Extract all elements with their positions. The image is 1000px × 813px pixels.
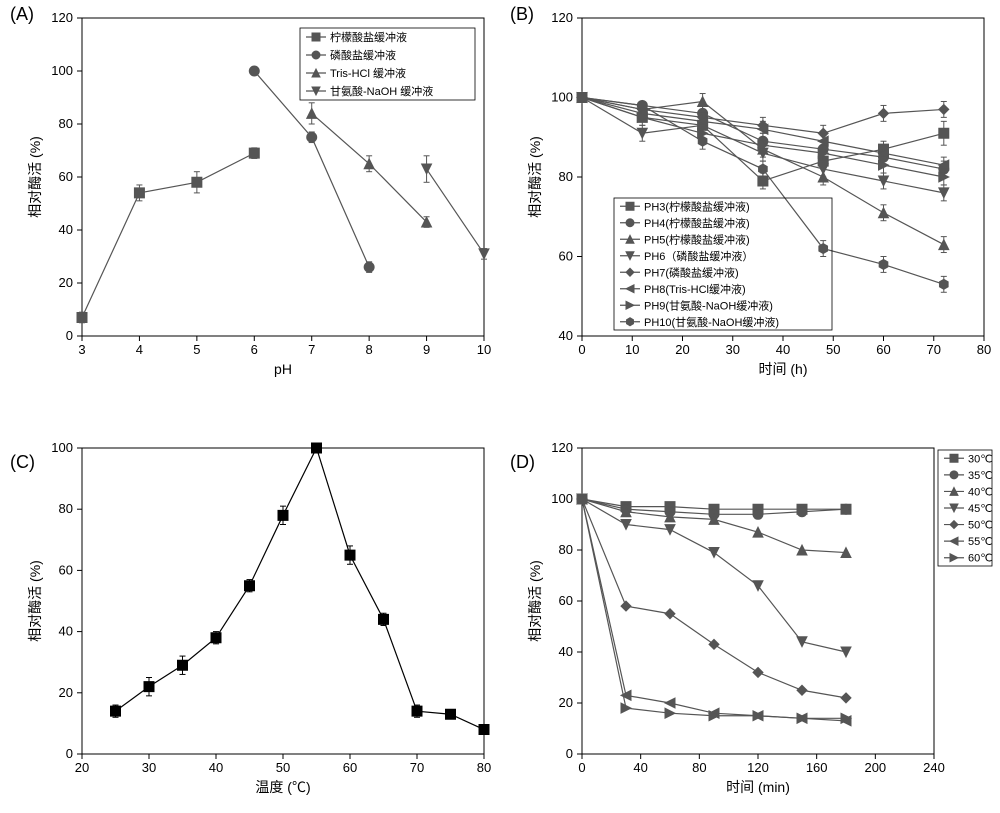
svg-text:80: 80 [59, 501, 73, 516]
svg-text:40: 40 [776, 342, 790, 357]
svg-text:160: 160 [806, 760, 828, 775]
svg-text:相对酶活 (%): 相对酶活 (%) [527, 560, 543, 642]
svg-text:50: 50 [276, 760, 290, 775]
svg-text:45℃: 45℃ [968, 503, 993, 515]
svg-text:0: 0 [578, 760, 585, 775]
svg-text:60℃: 60℃ [968, 553, 993, 565]
svg-text:100: 100 [551, 90, 573, 105]
svg-text:温度 (℃): 温度 (℃) [255, 779, 310, 795]
svg-text:时间 (h): 时间 (h) [759, 361, 808, 377]
panel-d: (D) 0 40 80 120 160 200 240 0 20 40 60 80 100 120 时间 (… [500, 410, 1000, 813]
svg-text:PH5(柠檬酸盐缓冲液): PH5(柠檬酸盐缓冲液) [644, 232, 750, 246]
svg-text:100: 100 [551, 491, 573, 506]
chart-grid: (A) 345678910020406080100120pH相对酶活 (%)柠檬… [0, 0, 1000, 813]
chart-d: 0 40 80 120 160 200 240 0 20 40 60 80 100 120 时间 (min)… [500, 410, 1000, 813]
svg-text:40: 40 [59, 624, 73, 639]
svg-text:0: 0 [566, 746, 573, 761]
svg-text:9: 9 [423, 342, 430, 357]
svg-text:磷酸盐缓冲液: 磷酸盐缓冲液 [330, 48, 396, 62]
svg-text:40: 40 [209, 760, 223, 775]
svg-text:PH3(柠檬酸盐缓冲液): PH3(柠檬酸盐缓冲液) [644, 199, 750, 213]
svg-text:5: 5 [193, 342, 200, 357]
svg-text:PH9(甘氨酸-NaOH缓冲液): PH9(甘氨酸-NaOH缓冲液) [644, 298, 773, 312]
svg-text:7: 7 [308, 342, 315, 357]
svg-text:120: 120 [551, 440, 573, 455]
svg-text:50: 50 [826, 342, 840, 357]
svg-text:120: 120 [551, 10, 573, 25]
svg-text:相对酶活 (%): 相对酶活 (%) [27, 136, 43, 218]
svg-text:60: 60 [559, 249, 573, 264]
svg-text:40℃: 40℃ [968, 486, 993, 498]
svg-text:60: 60 [59, 169, 73, 184]
svg-text:100: 100 [51, 63, 73, 78]
svg-text:200: 200 [864, 760, 886, 775]
svg-text:80: 80 [692, 760, 706, 775]
svg-text:PH6（磷酸盐缓冲液）: PH6（磷酸盐缓冲液） [644, 249, 753, 263]
svg-text:0: 0 [578, 342, 585, 357]
panel-a-label: (A) [10, 4, 34, 25]
svg-text:20: 20 [675, 342, 689, 357]
svg-text:6: 6 [251, 342, 258, 357]
svg-text:80: 80 [59, 116, 73, 131]
panel-c-label: (C) [10, 452, 35, 473]
svg-text:80: 80 [477, 760, 491, 775]
svg-text:120: 120 [51, 10, 73, 25]
svg-text:30℃: 30℃ [968, 453, 993, 465]
svg-text:30: 30 [726, 342, 740, 357]
svg-text:0: 0 [66, 746, 73, 761]
svg-text:PH4(柠檬酸盐缓冲液): PH4(柠檬酸盐缓冲液) [644, 216, 750, 230]
svg-text:0: 0 [66, 328, 73, 343]
svg-text:60: 60 [876, 342, 890, 357]
panel-c: (C) 20304050607080020406080100温度 (℃)相对酶活… [0, 410, 500, 813]
svg-text:30: 30 [142, 760, 156, 775]
svg-text:8: 8 [366, 342, 373, 357]
svg-text:120: 120 [747, 760, 769, 775]
svg-text:20: 20 [75, 760, 89, 775]
svg-text:PH8(Tris-HCl缓冲液): PH8(Tris-HCl缓冲液) [644, 282, 746, 296]
svg-text:55℃: 55℃ [968, 536, 993, 548]
svg-text:70: 70 [410, 760, 424, 775]
panel-b-label: (B) [510, 4, 534, 25]
svg-text:pH: pH [274, 361, 292, 377]
chart-c: 20304050607080020406080100温度 (℃)相对酶活 (%) [0, 410, 500, 813]
svg-text:240: 240 [923, 760, 945, 775]
svg-text:60: 60 [59, 562, 73, 577]
svg-text:70: 70 [927, 342, 941, 357]
svg-text:柠檬酸盐缓冲液: 柠檬酸盐缓冲液 [330, 30, 407, 44]
svg-text:相对酶活 (%): 相对酶活 (%) [527, 136, 543, 218]
svg-text:60: 60 [559, 593, 573, 608]
svg-text:10: 10 [477, 342, 491, 357]
svg-text:40: 40 [59, 222, 73, 237]
svg-text:40: 40 [633, 760, 647, 775]
svg-text:35℃: 35℃ [968, 470, 993, 482]
svg-text:100: 100 [51, 440, 73, 455]
svg-text:80: 80 [559, 169, 573, 184]
panel-d-label: (D) [510, 452, 535, 473]
svg-text:相对酶活 (%): 相对酶活 (%) [27, 560, 43, 642]
svg-text:4: 4 [136, 342, 143, 357]
svg-text:80: 80 [977, 342, 991, 357]
svg-text:甘氨酸-NaOH 缓冲液: 甘氨酸-NaOH 缓冲液 [330, 84, 433, 98]
svg-text:3: 3 [78, 342, 85, 357]
svg-text:80: 80 [559, 542, 573, 557]
svg-text:40: 40 [559, 644, 573, 659]
svg-text:60: 60 [343, 760, 357, 775]
svg-text:Tris-HCl 缓冲液: Tris-HCl 缓冲液 [330, 66, 406, 80]
svg-text:20: 20 [59, 275, 73, 290]
svg-text:20: 20 [559, 695, 573, 710]
svg-text:40: 40 [559, 328, 573, 343]
panel-b: (B) 0 10 20 30 40 50 60 70 80 40 60 80 100 120 时间 (h) 相… [500, 0, 1000, 410]
chart-b: 0 10 20 30 40 50 60 70 80 40 60 80 100 120 时间 (h) 相对酶活 … [500, 0, 1000, 410]
svg-text:50℃: 50℃ [968, 520, 993, 532]
chart-a: 345678910020406080100120pH相对酶活 (%)柠檬酸盐缓冲… [0, 0, 500, 410]
svg-text:20: 20 [59, 685, 73, 700]
svg-text:10: 10 [625, 342, 639, 357]
svg-text:PH7(磷酸盐缓冲液): PH7(磷酸盐缓冲液) [644, 265, 739, 279]
svg-text:时间 (min): 时间 (min) [726, 779, 790, 795]
panel-a: (A) 345678910020406080100120pH相对酶活 (%)柠檬… [0, 0, 500, 410]
svg-text:PH10(甘氨酸-NaOH缓冲液): PH10(甘氨酸-NaOH缓冲液) [644, 315, 779, 329]
